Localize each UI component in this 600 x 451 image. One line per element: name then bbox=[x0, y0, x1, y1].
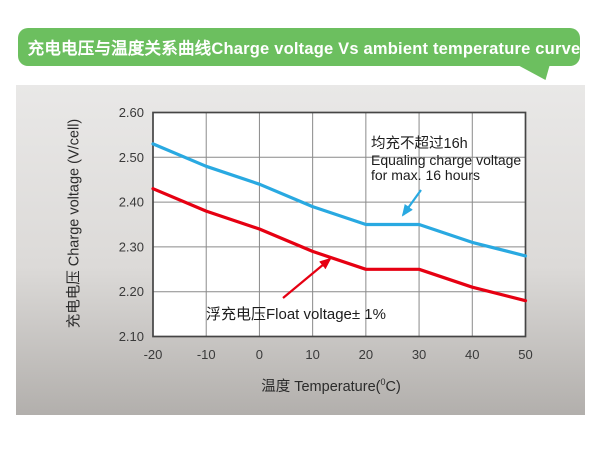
y-tick-label: 2.50 bbox=[119, 150, 144, 165]
x-tick-label: 50 bbox=[518, 347, 532, 362]
x-tick-label: 30 bbox=[412, 347, 426, 362]
plot-area bbox=[153, 112, 526, 337]
x-tick-label: 40 bbox=[465, 347, 479, 362]
float-charge-voltage-curve bbox=[151, 187, 528, 303]
y-tick-label: 2.30 bbox=[119, 239, 144, 254]
float-annotation-arrow bbox=[282, 257, 332, 299]
plot-border bbox=[152, 111, 527, 338]
equalize-annotation-arrow bbox=[401, 189, 422, 217]
x-tick-label: 0 bbox=[256, 347, 263, 362]
y-tick-label: 2.10 bbox=[119, 329, 144, 344]
equalize-annotation-line2: Equaling charge voltage bbox=[371, 151, 522, 168]
title-banner: 充电电压与温度关系曲线Charge voltage Vs ambient tem… bbox=[18, 28, 580, 66]
x-axis-label-text: 温度 Temperature( bbox=[261, 379, 381, 395]
y-tick-label: 2.40 bbox=[119, 195, 144, 210]
y-tick-label: 2.60 bbox=[119, 105, 144, 120]
page-title: 充电电压与温度关系曲线Charge voltage Vs ambient tem… bbox=[27, 40, 581, 58]
x-tick-label: 20 bbox=[359, 347, 373, 362]
equalize-annotation: 均充不超过16h Equaling charge voltage for max… bbox=[371, 136, 522, 184]
x-tick-label: 10 bbox=[305, 347, 319, 362]
y-tick-label: 2.20 bbox=[119, 284, 144, 299]
x-tick-label: -20 bbox=[144, 347, 163, 362]
x-axis-label-superscript: 0 bbox=[380, 377, 386, 388]
equalize-charge-voltage-curve bbox=[151, 142, 528, 258]
x-tick-label: -10 bbox=[197, 347, 216, 362]
float-annotation: 浮充电压Float voltage± 1% bbox=[206, 306, 386, 323]
y-axis-label: 充电电压 Charge voltage (V/cell) bbox=[63, 114, 83, 334]
y-axis-label-text: 充电电压 Charge voltage (V/cell) bbox=[66, 118, 83, 329]
equalize-annotation-line1: 均充不超过16h bbox=[371, 136, 468, 152]
x-axis-label: 温度 Temperature(0C) bbox=[145, 375, 517, 396]
x-axis-label-unit: C) bbox=[385, 379, 401, 395]
equalize-annotation-line3: for max. 16 hours bbox=[371, 167, 480, 183]
